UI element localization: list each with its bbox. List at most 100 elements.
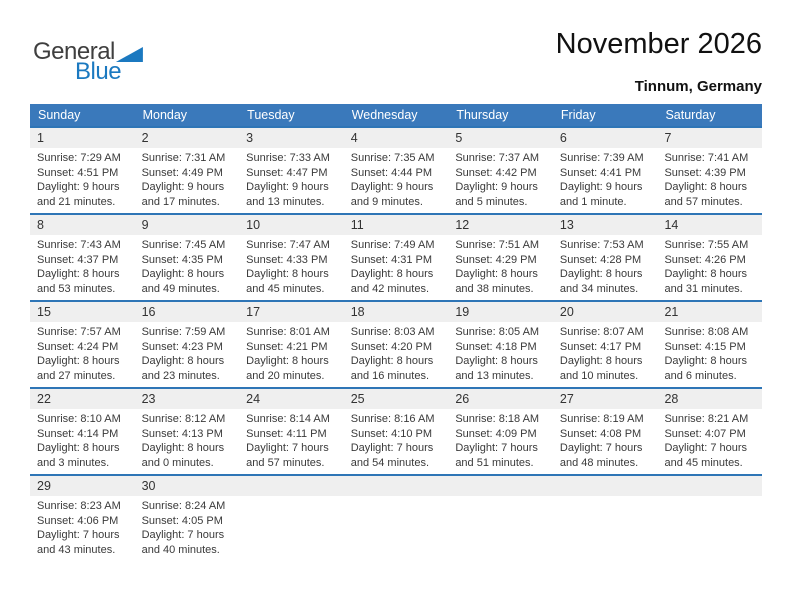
sunrise-text: Sunrise: 7:59 AM (141, 326, 226, 338)
general-blue-logo: General Blue (33, 40, 143, 84)
sunset-text: Sunset: 4:05 PM (141, 514, 223, 527)
day-number: 14 (657, 215, 763, 235)
daylight-text-cont: and 23 minutes. (141, 369, 220, 382)
sunset-text: Sunset: 4:18 PM (455, 340, 537, 353)
daylight-text-cont: and 54 minutes. (350, 456, 430, 469)
day-details (344, 496, 449, 561)
daylight-text: Daylight: 8 hours (664, 268, 748, 280)
weekday-header-thursday: Thursday (456, 108, 509, 122)
sunrise-text: Sunrise: 8:21 AM (664, 413, 749, 425)
sunrise-text: Sunrise: 8:10 AM (37, 413, 121, 425)
day-cell: 6 Sunrise: 7:39 AM Sunset: 4:41 PM Dayli… (552, 128, 658, 213)
logo-triangle-icon (115, 47, 143, 62)
daylight-text: Daylight: 8 hours (141, 355, 225, 367)
day-number: 7 (657, 128, 763, 148)
day-details: Sunrise: 8:16 AM Sunset: 4:10 PM Dayligh… (344, 409, 449, 474)
sunrise-text: Sunrise: 7:43 AM (37, 239, 121, 251)
sunrise-text: Sunrise: 8:03 AM (350, 326, 435, 338)
sunrise-text: Sunrise: 8:07 AM (559, 326, 644, 338)
sunrise-text: Sunrise: 7:31 AM (141, 152, 226, 164)
sunrise-text: Sunrise: 7:35 AM (350, 152, 435, 164)
day-number: 9 (134, 215, 240, 235)
daylight-text: Daylight: 8 hours (141, 268, 225, 280)
day-cell: 24 Sunrise: 8:14 AM Sunset: 4:11 PM Dayl… (239, 389, 344, 474)
daylight-text: Daylight: 8 hours (455, 355, 538, 367)
daylight-text: Daylight: 8 hours (350, 355, 434, 367)
day-number: 15 (30, 302, 135, 322)
logo-text-general: General (33, 38, 115, 65)
day-number: 3 (239, 128, 344, 148)
day-details: Sunrise: 8:12 AM Sunset: 4:13 PM Dayligh… (135, 409, 240, 474)
logo-text-blue: Blue (75, 58, 122, 85)
day-cell: 2 Sunrise: 7:31 AM Sunset: 4:49 PM Dayli… (134, 128, 240, 213)
day-cell: 4 Sunrise: 7:35 AM Sunset: 4:44 PM Dayli… (343, 128, 449, 213)
day-cell (657, 476, 763, 561)
daylight-text: Daylight: 8 hours (350, 268, 434, 280)
day-number: 12 (448, 215, 553, 235)
sunset-text: Sunset: 4:37 PM (37, 253, 119, 266)
daylight-text-cont: and 0 minutes. (141, 456, 214, 469)
sunset-text: Sunset: 4:23 PM (141, 340, 223, 353)
daylight-text-cont: and 16 minutes. (350, 369, 430, 382)
day-details: Sunrise: 8:24 AM Sunset: 4:05 PM Dayligh… (135, 496, 240, 561)
day-details: Sunrise: 8:23 AM Sunset: 4:06 PM Dayligh… (30, 496, 135, 561)
weekday-header-row: Sunday Monday Tuesday Wednesday Thursday… (30, 104, 762, 126)
sunrise-text: Sunrise: 7:41 AM (664, 152, 749, 164)
sunrise-text: Sunrise: 7:47 AM (246, 239, 330, 251)
page-title: November 2026 (555, 28, 762, 60)
sunrise-text: Sunrise: 7:37 AM (455, 152, 540, 164)
daylight-text: Daylight: 9 hours (141, 181, 225, 193)
sunset-text: Sunset: 4:14 PM (37, 427, 119, 440)
day-cell (239, 476, 344, 561)
sunset-text: Sunset: 4:13 PM (141, 427, 223, 440)
sunset-text: Sunset: 4:39 PM (664, 166, 746, 179)
sunset-text: Sunset: 4:41 PM (559, 166, 642, 179)
day-cell: 20 Sunrise: 8:07 AM Sunset: 4:17 PM Dayl… (552, 302, 658, 387)
sunrise-text: Sunrise: 7:55 AM (664, 239, 749, 251)
day-details: Sunrise: 7:41 AM Sunset: 4:39 PM Dayligh… (657, 148, 762, 213)
weekday-header-wednesday: Wednesday (351, 108, 418, 122)
daylight-text-cont: and 45 minutes. (664, 456, 743, 469)
day-details: Sunrise: 8:03 AM Sunset: 4:20 PM Dayligh… (344, 322, 449, 387)
weekday-header-monday: Monday (142, 108, 188, 122)
sunrise-text: Sunrise: 7:57 AM (37, 326, 121, 338)
day-details: Sunrise: 8:07 AM Sunset: 4:17 PM Dayligh… (553, 322, 658, 387)
day-details: Sunrise: 7:39 AM Sunset: 4:41 PM Dayligh… (553, 148, 658, 213)
sunset-text: Sunset: 4:15 PM (664, 340, 746, 353)
daylight-text: Daylight: 7 hours (246, 442, 329, 454)
daylight-text: Daylight: 7 hours (37, 529, 120, 541)
week-row: 1 Sunrise: 7:29 AM Sunset: 4:51 PM Dayli… (30, 126, 763, 213)
weekday-header-sunday: Sunday (38, 108, 81, 122)
day-details: Sunrise: 8:10 AM Sunset: 4:14 PM Dayligh… (30, 409, 135, 474)
sunrise-text: Sunrise: 8:19 AM (559, 413, 644, 425)
sunset-text: Sunset: 4:31 PM (350, 253, 433, 266)
day-number: 22 (30, 389, 135, 409)
sunrise-text: Sunrise: 8:16 AM (350, 413, 435, 425)
week-row: 22 Sunrise: 8:10 AM Sunset: 4:14 PM Dayl… (30, 387, 763, 474)
day-number: 13 (552, 215, 658, 235)
day-number: 27 (552, 389, 658, 409)
daylight-text-cont: and 13 minutes. (455, 369, 534, 382)
daylight-text-cont: and 1 minute. (559, 195, 627, 208)
sunset-text: Sunset: 4:24 PM (37, 340, 119, 353)
day-details (553, 496, 658, 561)
day-cell: 11 Sunrise: 7:49 AM Sunset: 4:31 PM Dayl… (343, 215, 449, 300)
day-number: 19 (448, 302, 553, 322)
day-cell: 22 Sunrise: 8:10 AM Sunset: 4:14 PM Dayl… (30, 389, 135, 474)
day-number: 30 (134, 476, 240, 496)
daylight-text-cont: and 34 minutes. (559, 282, 639, 295)
day-details: Sunrise: 7:33 AM Sunset: 4:47 PM Dayligh… (239, 148, 344, 213)
day-details: Sunrise: 7:53 AM Sunset: 4:28 PM Dayligh… (553, 235, 658, 300)
day-cell: 23 Sunrise: 8:12 AM Sunset: 4:13 PM Dayl… (134, 389, 240, 474)
daylight-text: Daylight: 8 hours (246, 355, 329, 367)
sunset-text: Sunset: 4:29 PM (455, 253, 537, 266)
daylight-text-cont: and 45 minutes. (246, 282, 325, 295)
day-cell (448, 476, 553, 561)
day-cell: 8 Sunrise: 7:43 AM Sunset: 4:37 PM Dayli… (30, 215, 135, 300)
sunset-text: Sunset: 4:35 PM (141, 253, 223, 266)
day-details (448, 496, 553, 561)
day-cell: 26 Sunrise: 8:18 AM Sunset: 4:09 PM Dayl… (448, 389, 553, 474)
day-cell: 16 Sunrise: 7:59 AM Sunset: 4:23 PM Dayl… (134, 302, 240, 387)
sunrise-text: Sunrise: 8:24 AM (141, 500, 226, 512)
